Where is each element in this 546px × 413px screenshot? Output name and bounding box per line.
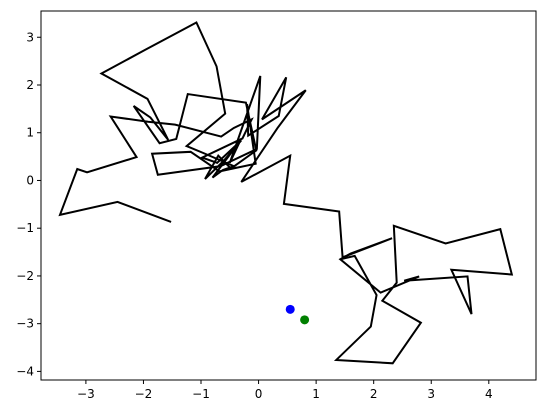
scatter-point	[285, 304, 295, 314]
series-line	[58, 21, 514, 365]
scatter-point	[300, 315, 310, 325]
x-tick-label: 4	[485, 387, 493, 401]
y-tick-label: 0	[26, 173, 34, 187]
y-tick-label: 2	[26, 78, 34, 92]
y-tick-label: 3	[26, 30, 34, 44]
series-layer	[58, 21, 514, 365]
y-tick-label: −1	[16, 221, 34, 235]
y-tick-label: −3	[16, 317, 34, 331]
y-tick-label: 1	[26, 126, 34, 140]
x-tick-label: 0	[255, 387, 263, 401]
x-tick-label: −1	[192, 387, 210, 401]
plot-frame	[40, 10, 537, 381]
y-tick-label: −2	[16, 269, 34, 283]
x-tick-label: −3	[77, 387, 95, 401]
x-tick-label: 2	[370, 387, 378, 401]
tick-layer: −3 −2 −1 0 1 2 3 4 −4 −3 −2 −1 0 1 2 3	[16, 30, 492, 401]
y-tick-label: −4	[16, 364, 34, 378]
x-tick-label: 3	[427, 387, 435, 401]
x-tick-label: 1	[312, 387, 320, 401]
x-tick-label: −2	[135, 387, 153, 401]
